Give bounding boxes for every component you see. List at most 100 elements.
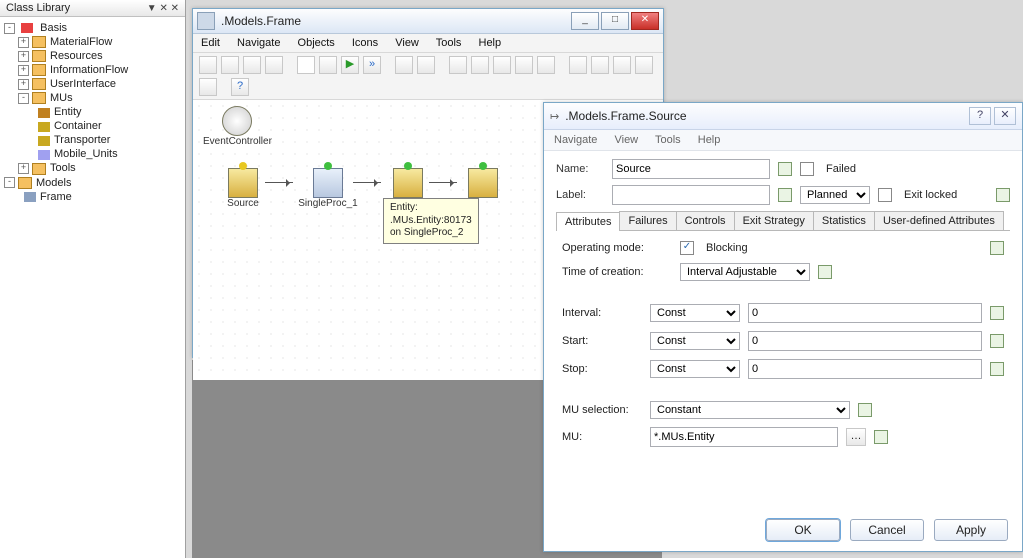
tree-node[interactable]: Transporter: [4, 133, 183, 147]
close-button[interactable]: ✕: [631, 12, 659, 30]
menu-tools[interactable]: Tools: [655, 134, 681, 146]
mu-selection-select[interactable]: Constant: [650, 401, 850, 419]
source-object[interactable]: Source: [223, 168, 263, 209]
toggle-icon[interactable]: +: [18, 163, 29, 174]
tool-button[interactable]: [613, 56, 631, 74]
grid-icon[interactable]: [635, 56, 653, 74]
start-value-input[interactable]: [748, 331, 982, 351]
menu-navigate[interactable]: Navigate: [554, 134, 597, 146]
inherit-toggle[interactable]: [996, 188, 1010, 202]
inherit-toggle[interactable]: [990, 334, 1004, 348]
panel-controls[interactable]: ▼ ✕ ✕: [147, 3, 179, 14]
tabstrip[interactable]: Attributes Failures Controls Exit Strate…: [556, 211, 1010, 231]
menu-objects[interactable]: Objects: [298, 37, 335, 49]
inherit-toggle[interactable]: [818, 265, 832, 279]
tab-userattrs[interactable]: User-defined Attributes: [874, 211, 1004, 230]
tool-button[interactable]: [569, 56, 587, 74]
toggle-icon[interactable]: +: [18, 65, 29, 76]
tool-button[interactable]: [199, 56, 217, 74]
toggle-icon[interactable]: -: [18, 93, 29, 104]
menu-view[interactable]: View: [395, 37, 419, 49]
mu-input[interactable]: [650, 427, 838, 447]
tree-node[interactable]: Entity: [4, 105, 183, 119]
tool-button[interactable]: [493, 56, 511, 74]
menu-help[interactable]: Help: [479, 37, 502, 49]
ok-button[interactable]: OK: [766, 519, 840, 541]
tool-button[interactable]: [537, 56, 555, 74]
menu-navigate[interactable]: Navigate: [237, 37, 280, 49]
tree-node[interactable]: -MUs: [4, 91, 183, 105]
frame-menubar[interactable]: Edit Navigate Objects Icons View Tools H…: [193, 34, 663, 53]
tree-node[interactable]: +MaterialFlow: [4, 35, 183, 49]
tab-statistics[interactable]: Statistics: [813, 211, 875, 230]
tree-node[interactable]: -Models: [4, 176, 183, 190]
play-icon[interactable]: ▶: [341, 56, 359, 74]
fastforward-icon[interactable]: »: [363, 56, 381, 74]
name-input[interactable]: [612, 159, 770, 179]
object[interactable]: [463, 168, 503, 198]
tree-node[interactable]: +Tools: [4, 161, 183, 175]
class-tree[interactable]: - Basis +MaterialFlow +Resources +Inform…: [0, 17, 185, 208]
tool-button[interactable]: [417, 56, 435, 74]
menu-edit[interactable]: Edit: [201, 37, 220, 49]
browse-button[interactable]: …: [846, 428, 866, 446]
inherit-toggle[interactable]: [778, 162, 792, 176]
stop-type-select[interactable]: Const: [650, 360, 740, 378]
apply-button[interactable]: Apply: [934, 519, 1008, 541]
tool-button[interactable]: [395, 56, 413, 74]
close-button[interactable]: ✕: [994, 107, 1016, 125]
interval-type-select[interactable]: Const: [650, 304, 740, 322]
inherit-toggle[interactable]: [990, 241, 1004, 255]
interval-value-input[interactable]: [748, 303, 982, 323]
tree-root[interactable]: - Basis: [4, 21, 183, 35]
menu-help[interactable]: Help: [698, 134, 721, 146]
tab-controls[interactable]: Controls: [676, 211, 735, 230]
inherit-toggle[interactable]: [990, 306, 1004, 320]
failed-checkbox[interactable]: [800, 162, 814, 176]
planned-select[interactable]: Planned: [800, 186, 870, 204]
inherit-toggle[interactable]: [858, 403, 872, 417]
help-button[interactable]: ?: [969, 107, 991, 125]
tree-node[interactable]: Frame: [4, 190, 183, 204]
tool-button[interactable]: [243, 56, 261, 74]
tab-exitstrategy[interactable]: Exit Strategy: [734, 211, 814, 230]
tree-node[interactable]: +UserInterface: [4, 77, 183, 91]
frame-titlebar[interactable]: .Models.Frame _ □ ✕: [193, 9, 663, 34]
minimize-button[interactable]: _: [571, 12, 599, 30]
rewind-icon[interactable]: [319, 56, 337, 74]
zoom-in-icon[interactable]: [449, 56, 467, 74]
start-type-select[interactable]: Const: [650, 332, 740, 350]
inherit-toggle[interactable]: [990, 362, 1004, 376]
time-creation-select[interactable]: Interval Adjustable: [680, 263, 810, 281]
inherit-toggle[interactable]: [778, 188, 792, 202]
tree-node[interactable]: Mobile_Units: [4, 147, 183, 161]
singleproc1-object[interactable]: SingleProc_1: [298, 168, 358, 209]
zoom-out-icon[interactable]: [471, 56, 489, 74]
tab-failures[interactable]: Failures: [619, 211, 676, 230]
label-input[interactable]: [612, 185, 770, 205]
tool-button[interactable]: [221, 56, 239, 74]
blocking-checkbox[interactable]: ✓: [680, 241, 694, 255]
tool-button[interactable]: [199, 78, 217, 96]
inherit-toggle[interactable]: [874, 430, 888, 444]
frame-toolbar[interactable]: ▶ » ?: [193, 53, 663, 100]
tree-node[interactable]: +Resources: [4, 49, 183, 63]
dialog-menubar[interactable]: Navigate View Tools Help: [544, 130, 1022, 151]
toggle-icon[interactable]: -: [4, 177, 15, 188]
tool-button[interactable]: [265, 56, 283, 74]
event-controller-object[interactable]: EventController: [203, 106, 272, 147]
toggle-icon[interactable]: +: [18, 37, 29, 48]
tree-node[interactable]: Container: [4, 119, 183, 133]
tool-button[interactable]: [515, 56, 533, 74]
exitlocked-checkbox[interactable]: [878, 188, 892, 202]
stop-value-input[interactable]: [748, 359, 982, 379]
toggle-icon[interactable]: -: [4, 23, 15, 34]
toggle-icon[interactable]: +: [18, 79, 29, 90]
dialog-titlebar[interactable]: ↦ .Models.Frame.Source ? ✕: [544, 103, 1022, 130]
toggle-icon[interactable]: +: [18, 51, 29, 62]
tool-button[interactable]: [591, 56, 609, 74]
tab-attributes[interactable]: Attributes: [556, 212, 620, 231]
menu-icons[interactable]: Icons: [352, 37, 378, 49]
cancel-button[interactable]: Cancel: [850, 519, 924, 541]
menu-view[interactable]: View: [614, 134, 638, 146]
